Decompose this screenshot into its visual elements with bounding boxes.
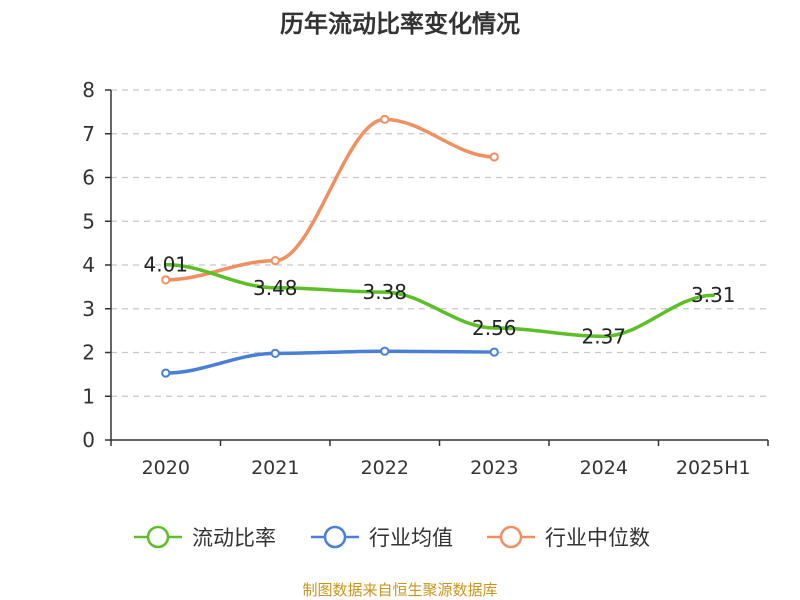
data-labels: 4.01 3.48 3.38 2.56 2.37 3.31 [143,253,735,349]
y-tick-label: 1 [82,384,95,408]
series-lines [161,114,715,378]
chart-title: 历年流动比率变化情况 [280,10,520,38]
data-label: 4.01 [143,253,188,277]
legend-label: 行业中位数 [545,526,650,550]
x-tick-label: 2025H1 [676,457,751,479]
data-point [489,152,499,162]
data-point [270,256,280,266]
y-tick-label: 6 [82,166,95,190]
x-tick-label: 2024 [580,457,628,479]
y-tick-label: 7 [82,122,95,146]
legend-item-1[interactable]: 行业均值 [311,525,453,550]
data-point [489,347,499,357]
data-point [380,346,390,356]
y-tick-label: 0 [82,428,95,452]
series-line-1 [164,349,496,375]
data-point [161,368,171,378]
data-label: 3.31 [691,283,736,307]
data-label: 2.37 [581,324,626,348]
legend-marker [499,525,523,549]
data-label: 3.38 [362,280,407,304]
legend-marker [323,525,347,549]
data-point [161,275,171,285]
legend-marker [146,525,170,549]
series-line-0 [164,262,715,339]
y-tick-label: 5 [82,209,95,233]
y-tick-label: 3 [82,297,95,321]
y-tick-label: 2 [82,341,95,365]
data-label: 2.56 [472,316,517,340]
y-axis-ticks: 0 1 2 3 4 5 6 7 8 [82,78,95,452]
legend-item-0[interactable]: 流动比率 [134,525,276,550]
data-point [380,114,390,124]
y-tick-label: 4 [82,253,95,277]
axes [105,89,769,446]
data-label: 3.48 [253,276,298,300]
legend-item-2[interactable]: 行业中位数 [487,525,650,550]
data-point [270,348,280,358]
series-line-2 [164,117,496,282]
x-tick-label: 2022 [361,457,409,479]
source-note: 制图数据来自恒生聚源数据库 [302,581,497,599]
legend-label: 行业均值 [369,526,453,550]
x-tick-label: 2023 [470,457,518,479]
y-tick-label: 8 [82,78,95,102]
x-tick-label: 2020 [142,457,190,479]
x-tick-label: 2021 [251,457,299,479]
x-axis-ticks: 2020 2021 2022 2023 2024 2025H1 [142,457,751,479]
legend[interactable]: 流动比率 行业均值 行业中位数 [134,525,650,550]
legend-label: 流动比率 [192,526,276,550]
